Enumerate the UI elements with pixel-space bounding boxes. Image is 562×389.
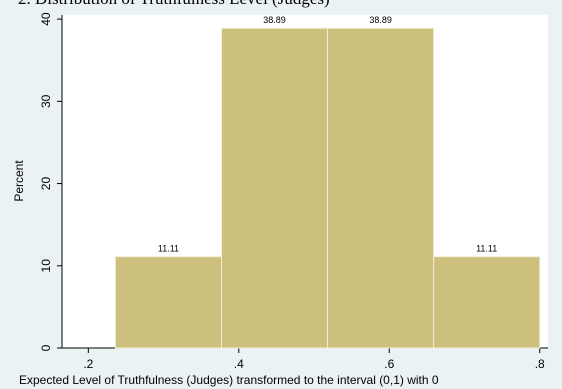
bar [220, 27, 329, 349]
data-label: 11.11 [158, 244, 179, 254]
chart-title: 2. Distribution of Truthfulness Level (J… [18, 0, 330, 8]
y-tick-label: 0 [39, 344, 53, 351]
bar [327, 27, 435, 349]
data-label: 38.89 [369, 15, 392, 25]
y-tick-label: 40 [39, 12, 53, 26]
y-tick-label: 30 [39, 94, 53, 108]
x-tick-label: .4 [234, 357, 244, 371]
bar [114, 256, 222, 349]
data-label: 11.11 [476, 244, 497, 254]
y-axis-label: Percent [12, 160, 26, 202]
y-tick-label: 10 [39, 259, 53, 273]
y-tick-label: 20 [39, 177, 53, 191]
x-tick-label: .8 [535, 357, 545, 371]
data-label: 38.89 [263, 15, 286, 25]
x-axis-label: Expected Level of Truthfulness (Judges) … [19, 373, 439, 387]
x-tick-label: .2 [83, 357, 93, 371]
bar [433, 256, 541, 349]
x-tick-label: .6 [384, 357, 394, 371]
